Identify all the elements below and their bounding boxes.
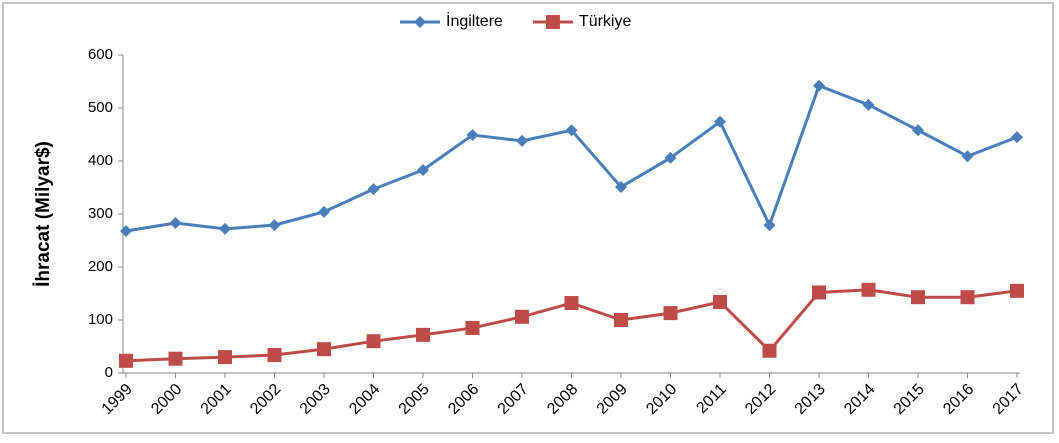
data-point: [1010, 283, 1024, 298]
y-tick-label: 600: [88, 46, 113, 63]
data-point: [120, 224, 132, 237]
y-tick-label: 0: [105, 364, 113, 381]
data-point: [614, 313, 628, 327]
data-point: [366, 334, 381, 349]
data-point: [169, 217, 182, 230]
data-point: [713, 294, 727, 309]
data-point: [466, 129, 479, 142]
data-point: [813, 79, 825, 92]
y-axis-label: İhracat (Milyar$): [33, 141, 54, 287]
data-point: [911, 290, 925, 305]
legend-marker: [545, 15, 560, 29]
data-point: [664, 151, 677, 164]
data-point: [912, 124, 924, 137]
chart-border: [2, 2, 1054, 434]
data-point: [862, 98, 875, 111]
data-point: [417, 164, 429, 177]
data-point: [465, 320, 480, 335]
legend-label: İngiltere: [446, 11, 503, 30]
y-tick-label: 100: [88, 311, 113, 328]
data-point: [516, 134, 528, 147]
data-point: [615, 180, 627, 193]
data-point: [317, 342, 331, 357]
data-point: [714, 115, 726, 128]
data-point: [119, 353, 133, 368]
data-point: [168, 351, 183, 366]
y-tick-label: 300: [88, 205, 113, 222]
y-tick-label: 200: [88, 258, 113, 275]
data-point: [564, 296, 579, 311]
data-point: [218, 350, 232, 365]
y-tick-label: 400: [88, 152, 113, 169]
data-point: [367, 183, 380, 196]
data-point: [565, 124, 578, 137]
data-point: [663, 306, 678, 321]
data-point: [763, 219, 776, 232]
y-tick-label: 500: [88, 99, 113, 116]
data-point: [812, 285, 826, 300]
data-point: [861, 282, 876, 297]
legend-marker: [414, 16, 426, 28]
legend-item: İngiltere: [400, 11, 503, 30]
legend-label: Türkiye: [579, 13, 632, 30]
legend-item: Türkiye: [532, 13, 632, 30]
data-point: [318, 205, 330, 218]
data-point: [515, 309, 529, 324]
data-point: [267, 347, 282, 362]
data-point: [268, 219, 281, 232]
data-point: [762, 343, 777, 358]
data-point: [416, 327, 430, 342]
data-point: [219, 222, 231, 235]
data-point: [960, 290, 975, 305]
data-point: [1011, 131, 1023, 144]
data-point: [961, 150, 974, 163]
